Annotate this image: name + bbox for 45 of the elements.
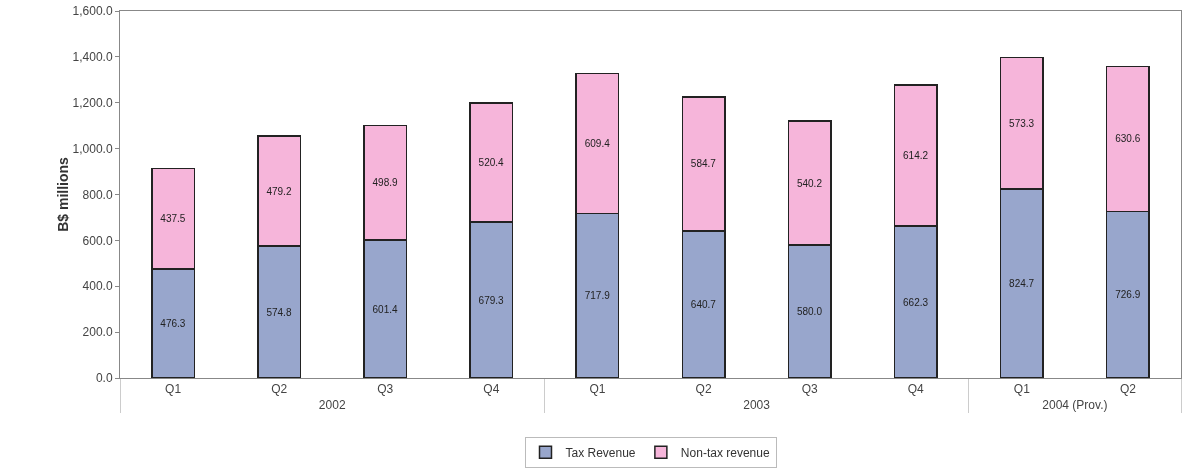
data-label: 574.8 — [266, 306, 292, 318]
y-tick-label: 400.0 — [82, 279, 113, 294]
data-label: 824.7 — [1009, 277, 1035, 289]
y-tick-label: 0.0 — [95, 371, 113, 386]
x-tick-label: Q4 — [483, 382, 500, 397]
data-label: 573.3 — [1009, 117, 1035, 129]
y-tick-label: 200.0 — [82, 325, 113, 340]
y-tick-label: 600.0 — [82, 233, 113, 248]
data-label: 437.5 — [160, 213, 186, 225]
data-label: 584.7 — [690, 158, 717, 170]
y-tick-label: 1,400.0 — [72, 50, 113, 65]
data-label: 540.2 — [796, 177, 823, 189]
data-label: 601.4 — [372, 303, 398, 315]
y-tick-label: 1,200.0 — [72, 95, 113, 110]
data-label: 479.2 — [266, 185, 292, 197]
text: 2003 — [743, 398, 771, 413]
data-label: 662.3 — [903, 296, 929, 308]
x-tick-label: Q2 — [1119, 382, 1137, 397]
data-label: 609.4 — [584, 137, 611, 149]
text: 2002 — [318, 398, 346, 413]
data-label: 614.2 — [903, 150, 929, 162]
text: 2004 (Prov.) — [1042, 398, 1108, 413]
data-label: 717.9 — [584, 290, 611, 302]
y-axis-title: B$ millions — [54, 156, 71, 232]
legend-label: Tax Revenue — [565, 445, 636, 460]
data-label: 498.9 — [372, 177, 398, 189]
data-label: 520.4 — [478, 157, 505, 169]
data-label: 476.3 — [160, 317, 186, 329]
data-label: 630.6 — [1115, 133, 1141, 145]
data-label: 580.0 — [796, 305, 823, 317]
x-tick-label: Q1 — [165, 382, 182, 397]
x-tick-label: Q2 — [271, 382, 288, 397]
x-tick-label: Q1 — [589, 382, 606, 397]
data-label: 726.9 — [1115, 289, 1141, 301]
x-tick-label: Q3 — [801, 382, 818, 397]
x-tick-label: Q3 — [377, 382, 394, 397]
x-tick-label: Q4 — [907, 382, 925, 397]
data-label: 640.7 — [690, 299, 717, 311]
legend-label: Non-tax revenue — [680, 445, 770, 460]
y-tick-label: 800.0 — [82, 187, 113, 202]
data-label: 679.3 — [478, 294, 505, 306]
y-tick-label: 1,600.0 — [72, 4, 113, 19]
x-tick-label: Q2 — [695, 382, 712, 397]
x-tick-label: Q1 — [1013, 382, 1031, 397]
y-tick-label: 1,000.0 — [72, 141, 113, 156]
